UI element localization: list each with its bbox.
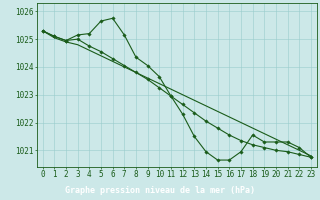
Text: Graphe pression niveau de la mer (hPa): Graphe pression niveau de la mer (hPa) bbox=[65, 186, 255, 195]
